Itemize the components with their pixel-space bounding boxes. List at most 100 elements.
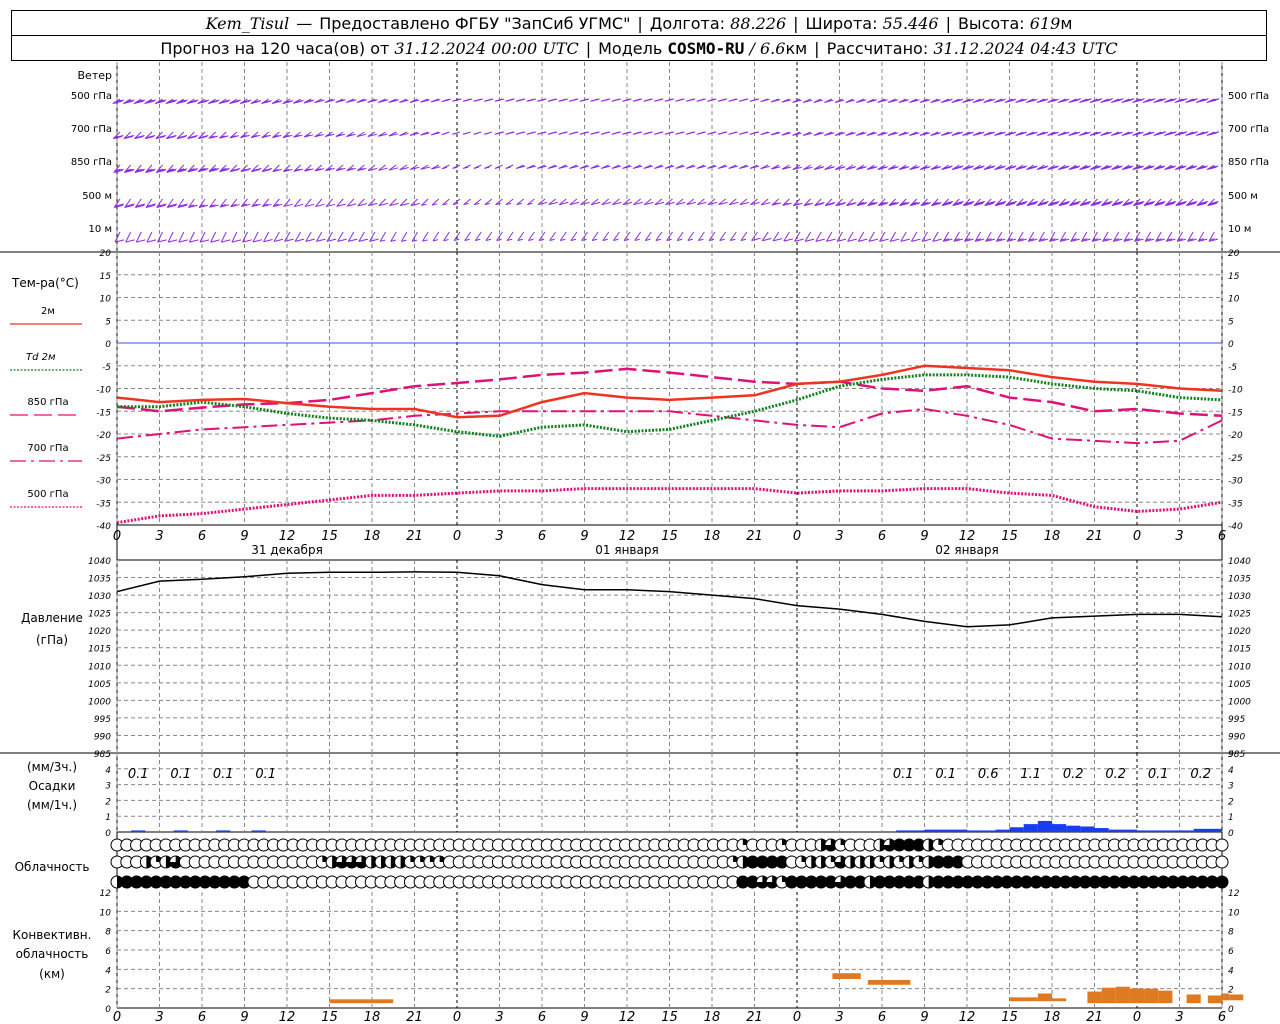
wind-barb-feather <box>220 204 227 207</box>
wind-barb-feather <box>974 201 985 206</box>
wind-barb-feather <box>1210 98 1217 101</box>
wind-barb-shaft <box>740 231 748 241</box>
wind-barb-feather <box>495 202 501 206</box>
conv-tick-label-left: 6 <box>105 947 111 957</box>
wind-barb-feather <box>911 166 917 169</box>
wind-barb-shaft <box>570 231 578 241</box>
forecast-prefix: Прогноз на 120 часа(ов) от <box>160 38 390 58</box>
wind-barb-shaft <box>135 231 142 243</box>
precip-3h-total: 0.2 <box>1190 767 1211 782</box>
wind-barb-shaft <box>707 198 716 205</box>
wind-barb-feather <box>209 204 219 208</box>
wind-barb-feather <box>549 238 555 241</box>
precip-bar <box>1108 829 1137 832</box>
wind-barb-feather <box>431 166 441 170</box>
wind-barb-feather <box>634 238 640 241</box>
conv-tick-label-right: 8 <box>1228 928 1234 938</box>
wind-barb-feather <box>632 98 643 102</box>
wind-barb-feather <box>240 168 250 173</box>
wind-barb-feather <box>252 239 263 243</box>
wind-barb-feather <box>134 169 145 174</box>
wind-barb-feather <box>146 134 156 139</box>
wind-barb-feather <box>771 202 782 206</box>
wind-barb-feather <box>399 132 409 137</box>
wind-barb-feather <box>717 131 728 135</box>
wind-barb-feather <box>221 239 231 243</box>
wind-barb-feather <box>664 165 675 169</box>
wind-barb-feather <box>432 239 439 242</box>
wind-barb-feather <box>868 201 878 206</box>
wind-barb-shaft <box>484 198 493 205</box>
wind-barb-feather <box>136 203 146 207</box>
wind-barb-feather <box>760 165 770 170</box>
wind-barb-feather <box>220 99 231 103</box>
precip-bar <box>216 830 231 832</box>
wind-barb-feather <box>230 204 240 208</box>
wind-barb-shaft <box>601 198 610 205</box>
convective-cloud-bar <box>1229 994 1244 1001</box>
wind-barb-shaft <box>836 231 843 242</box>
wind-barb-feather <box>421 203 427 206</box>
cloud-symbols <box>110 838 1229 889</box>
cloud-cover-fill <box>824 839 837 852</box>
wind-barb-feather <box>1039 165 1049 169</box>
temp-tick-label-left: -5 <box>102 363 111 373</box>
wind-barb-feather <box>1199 165 1205 169</box>
wind-barb-shaft <box>718 198 726 205</box>
wind-level-label-right: 850 гПа <box>1228 157 1269 168</box>
station-name: Kem_Tisul <box>205 13 290 33</box>
wind-barb-feather <box>115 99 121 103</box>
wind-barb-feather <box>933 202 939 205</box>
wind-barb-feather <box>1103 165 1110 169</box>
wind-barb-feather <box>401 239 407 242</box>
wind-barb-feather <box>178 168 185 171</box>
wind-barb-feather <box>1006 238 1017 242</box>
wind-barb-feather <box>1037 202 1047 207</box>
wind-barb-feather <box>622 165 632 169</box>
wind-barb-feather <box>199 99 209 103</box>
wind-barb-feather <box>273 238 284 243</box>
wind-barb-feather <box>1123 238 1134 242</box>
pressure-panel-title: Давление <box>21 611 83 625</box>
wind-barb-feather <box>793 202 803 207</box>
wind-barb-feather <box>696 165 707 169</box>
pressure-tick-label-right: 1040 <box>1228 557 1251 567</box>
hour-tick-label: 15 <box>1001 1010 1018 1024</box>
wind-barb-feather <box>558 131 568 135</box>
conv-tick-label-left: 2 <box>105 986 111 996</box>
wind-barb-feather <box>899 202 909 207</box>
wind-barb-feather <box>762 237 772 242</box>
precip-tick-label-right: 2 <box>1228 797 1234 807</box>
wind-barb-feather <box>601 165 611 169</box>
wind-barb-feather <box>1050 99 1056 102</box>
wind-barb-feather <box>613 238 619 241</box>
wind-barb-shaft <box>761 231 769 241</box>
wind-barb-feather <box>825 166 835 170</box>
wind-barb-shaft <box>739 198 748 205</box>
wind-barb-feather <box>432 99 438 102</box>
wind-barb-feather <box>1146 132 1152 135</box>
wind-barb-feather <box>198 204 209 208</box>
wind-barb-feather <box>136 239 146 243</box>
wind-barb-feather <box>728 131 738 135</box>
temp-tick-label-right: -40 <box>1228 522 1243 532</box>
wind-barb-feather <box>1007 238 1013 241</box>
pressure-tick-label-left: 1005 <box>88 680 111 690</box>
hour-tick-label: 0 <box>453 1010 461 1024</box>
wind-barb-shaft <box>358 231 365 242</box>
wind-barb-feather <box>1038 201 1048 206</box>
wind-barb-feather <box>526 165 537 169</box>
wind-barb-feather <box>697 201 707 206</box>
wind-barb-feather <box>1209 201 1219 205</box>
wind-barb-shaft <box>167 231 174 243</box>
wind-barb-feather <box>168 99 175 103</box>
wind-barb-feather <box>305 134 311 137</box>
wind-barb-shaft <box>900 231 907 242</box>
wind-barb-feather <box>273 135 279 138</box>
wind-barb-feather <box>686 201 696 206</box>
wind-barb-feather <box>1113 201 1124 205</box>
wind-barb-feather <box>569 165 579 169</box>
wind-barb-feather <box>900 166 907 169</box>
wind-barb-feather <box>900 132 907 135</box>
hour-tick-label: 12 <box>619 1010 636 1024</box>
